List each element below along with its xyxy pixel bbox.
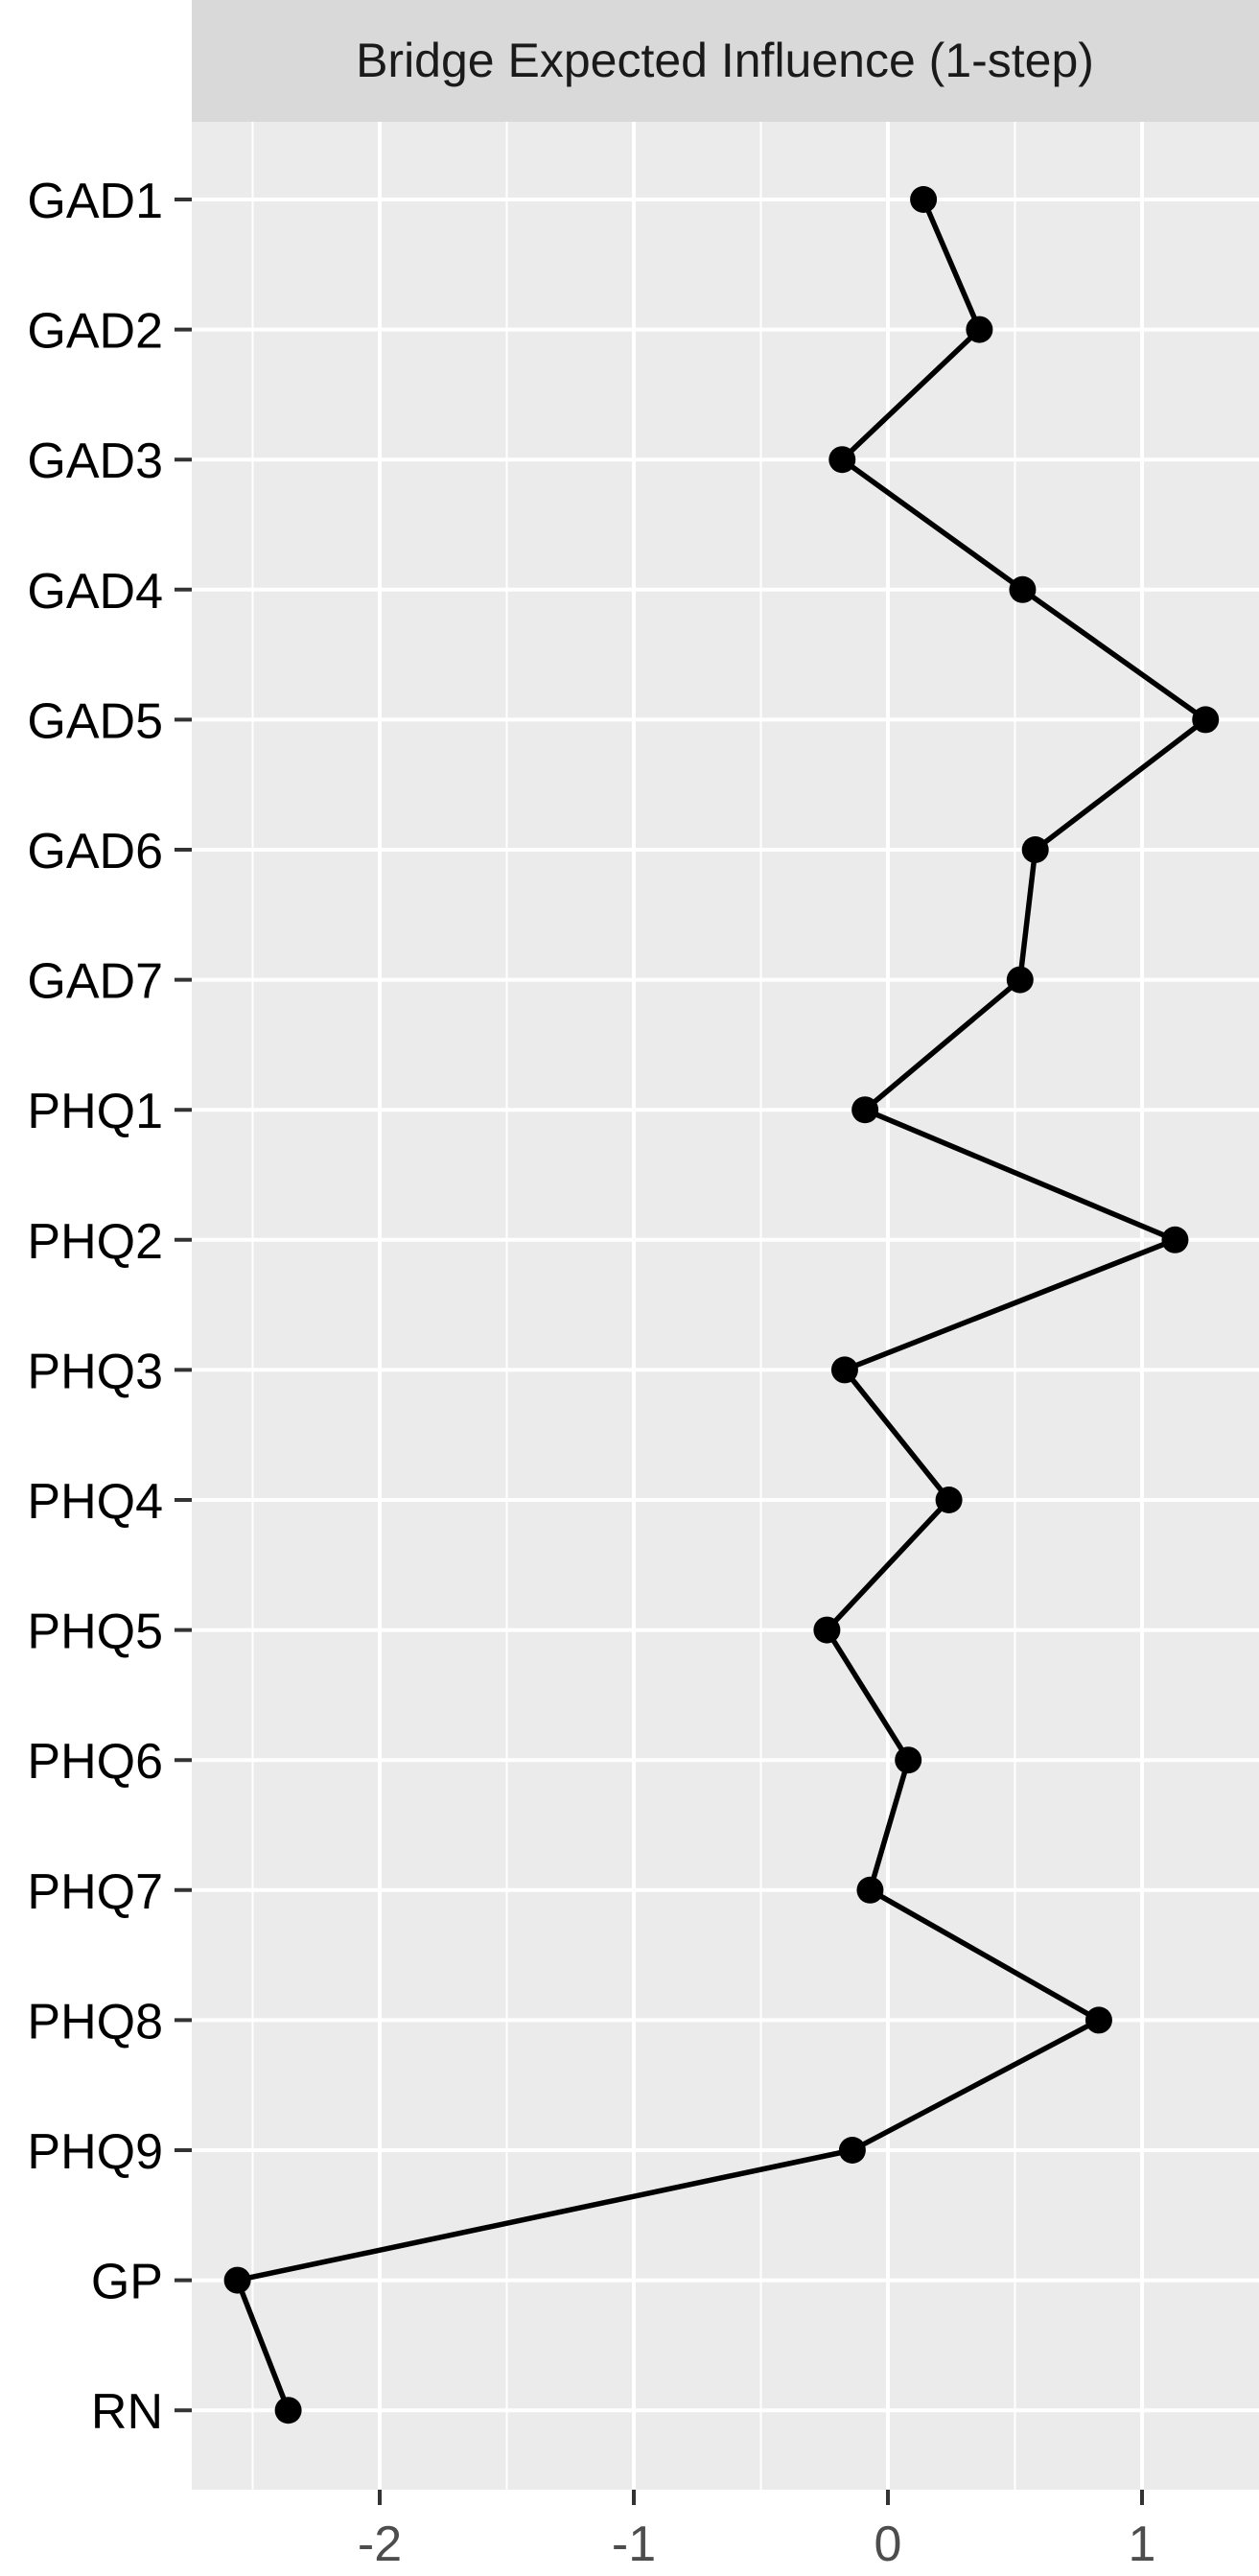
data-point [851, 1096, 879, 1124]
x-tick-label: 0 [874, 2517, 902, 2571]
data-point [274, 2397, 302, 2424]
series-line [234, 198, 1208, 2412]
y-tick-label: GAD6 [27, 824, 163, 879]
y-tick-label: RN [91, 2384, 163, 2440]
data-point [223, 2266, 251, 2294]
y-tick-label: GAD4 [27, 564, 163, 620]
y-tick-label: PHQ6 [27, 1734, 163, 1790]
y-tick-label: PHQ8 [27, 1994, 163, 2049]
y-tick-label: GAD3 [27, 433, 163, 489]
data-point [1161, 1226, 1189, 1253]
y-tick-label: GAD2 [27, 304, 163, 360]
y-axis: GAD1 GAD2 GAD3 GAD4 GAD5 GAD6 GAD7 PHQ1 PHQ2 PHQ3… [27, 174, 192, 2440]
y-tick-label: GAD1 [27, 174, 163, 229]
data-point [1021, 836, 1049, 863]
series-line-layer [234, 198, 1208, 2412]
y-tick-label: PHQ1 [27, 1084, 163, 1139]
grid-lines [192, 122, 1259, 2490]
data-point [910, 186, 938, 213]
data-point [1009, 575, 1037, 603]
facet-title: Bridge Expected Influence (1-step) [356, 34, 1094, 87]
x-tick-label: -2 [358, 2517, 402, 2571]
y-tick-label: PHQ5 [27, 1604, 163, 1660]
plot-panel [192, 122, 1259, 2490]
data-point [966, 316, 993, 343]
data-point [1192, 706, 1220, 734]
data-point [828, 446, 856, 474]
x-axis: -2 -1 0 1 [358, 2490, 1156, 2572]
y-tick-label: PHQ7 [27, 1864, 163, 1920]
data-point [813, 1616, 841, 1644]
facet-strip [192, 0, 1259, 122]
data-point [856, 1876, 884, 1904]
y-tick-label: PHQ9 [27, 2124, 163, 2180]
y-tick-label: PHQ3 [27, 1344, 163, 1399]
x-tick-label: 1 [1129, 2517, 1156, 2571]
y-tick-label: GAD7 [27, 954, 163, 1010]
y-tick-label: PHQ2 [27, 1214, 163, 1270]
data-point [1084, 2006, 1112, 2034]
data-points [223, 186, 1220, 2424]
y-tick-label: PHQ4 [27, 1474, 163, 1530]
data-point [895, 1746, 922, 1774]
data-point [830, 1356, 858, 1384]
x-tick-label: -1 [612, 2517, 656, 2571]
data-point [935, 1487, 963, 1513]
data-point [838, 2137, 866, 2164]
data-point [1006, 966, 1034, 994]
y-tick-label: GP [91, 2255, 163, 2310]
y-tick-label: GAD5 [27, 693, 163, 749]
